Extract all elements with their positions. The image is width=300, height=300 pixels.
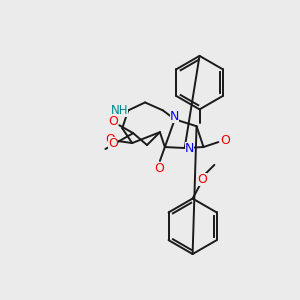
Text: O: O xyxy=(105,133,115,146)
Text: O: O xyxy=(220,134,230,147)
Text: O: O xyxy=(108,115,118,128)
Text: O: O xyxy=(108,136,118,150)
Text: O: O xyxy=(198,173,207,186)
Text: N: N xyxy=(170,110,179,123)
Text: N: N xyxy=(185,142,194,154)
Text: O: O xyxy=(154,162,164,175)
Text: NH: NH xyxy=(110,104,128,117)
